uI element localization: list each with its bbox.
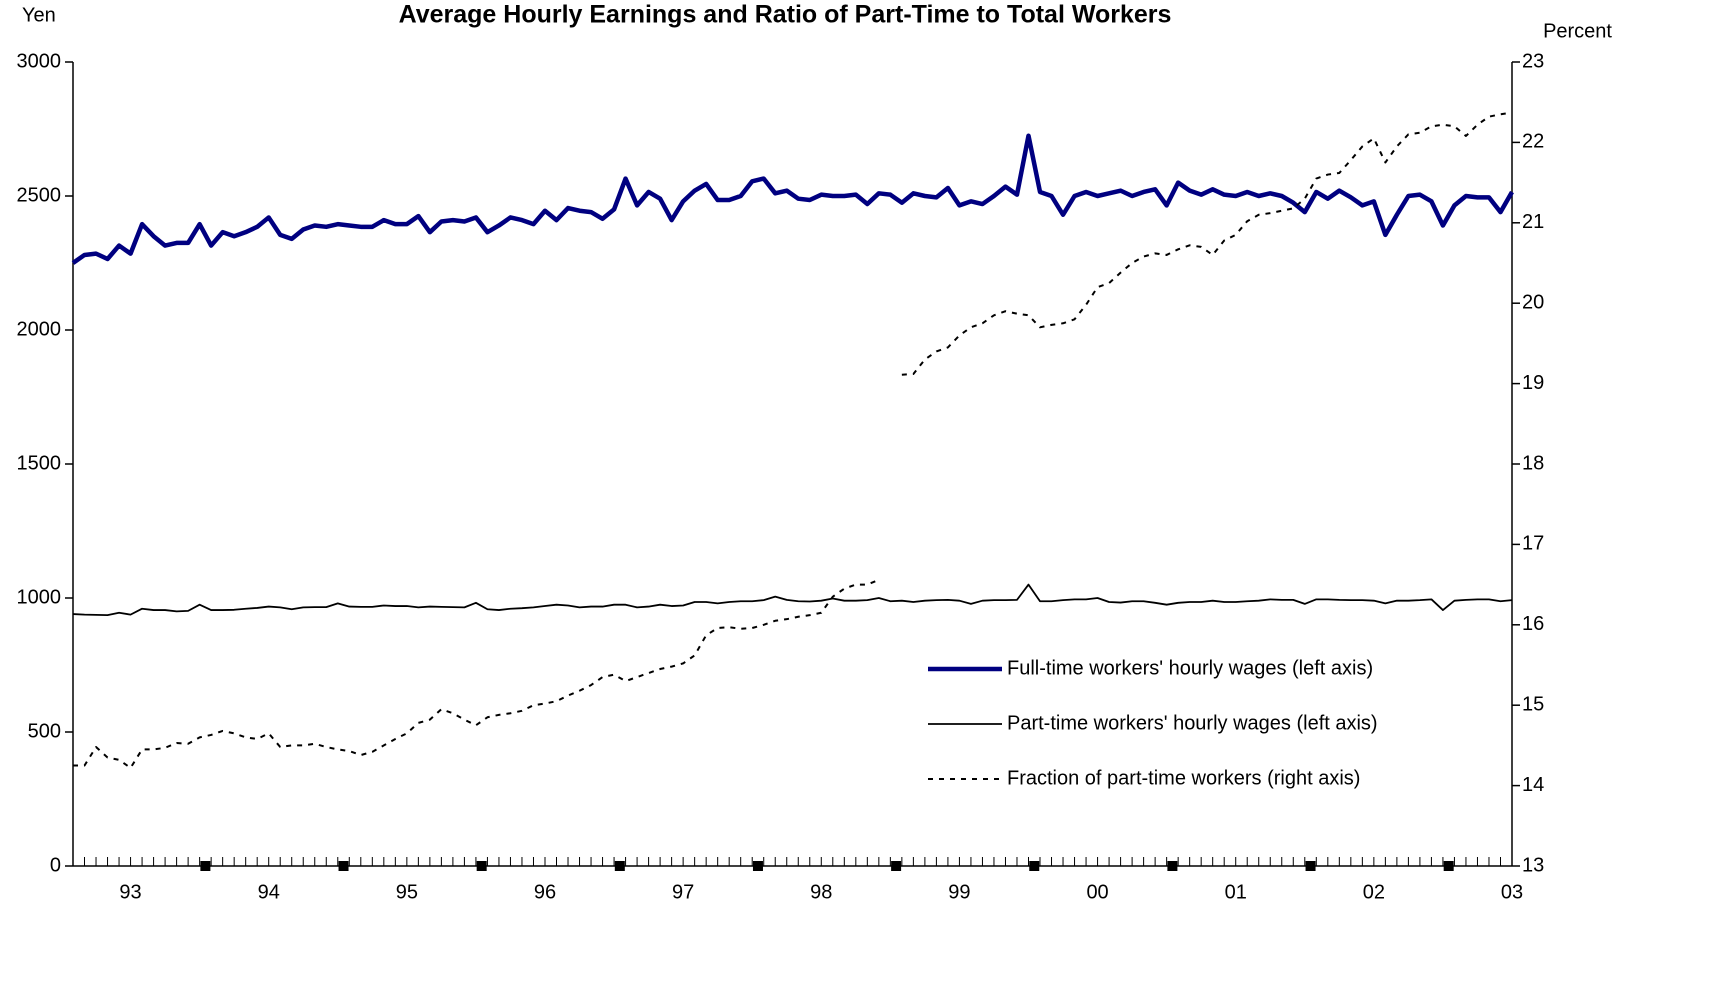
y2-tick-label: 15 — [1522, 693, 1544, 715]
x-tick-label: 93 — [119, 881, 141, 903]
y2-axis-label: Percent — [1543, 20, 1612, 42]
y2-tick-label: 16 — [1522, 613, 1544, 635]
x-major-tick — [338, 861, 349, 871]
x-tick-label: 96 — [534, 881, 556, 903]
y-axis-label: Yen — [22, 4, 56, 26]
y2-tick-label: 22 — [1522, 131, 1544, 153]
x-major-tick — [1443, 861, 1454, 871]
chart-title: Average Hourly Earnings and Ratio of Par… — [399, 1, 1172, 29]
y2-tick-label: 13 — [1522, 854, 1544, 876]
x-major-tick — [1167, 861, 1178, 871]
y2-tick-label: 21 — [1522, 211, 1544, 233]
y-tick-label: 500 — [28, 720, 61, 742]
x-tick-label: 94 — [258, 881, 280, 903]
y-tick-label: 1000 — [17, 586, 62, 608]
y-tick-label: 1500 — [17, 452, 62, 474]
y-tick-label: 3000 — [17, 50, 62, 72]
x-major-tick — [891, 861, 902, 871]
x-major-tick — [200, 861, 211, 871]
x-tick-label: 00 — [1086, 881, 1108, 903]
x-major-tick — [1305, 861, 1316, 871]
x-tick-label: 01 — [1225, 881, 1247, 903]
series-line — [71, 133, 1514, 265]
y2-tick-label: 17 — [1522, 533, 1544, 555]
series-line — [72, 583, 1513, 617]
legend-label: Fraction of part-time workers (right axi… — [1007, 767, 1360, 789]
x-tick-label: 95 — [396, 881, 418, 903]
series-line — [73, 111, 1513, 769]
y2-tick-label: 23 — [1522, 50, 1544, 72]
x-tick-label: 98 — [810, 881, 832, 903]
x-tick-label: 03 — [1501, 881, 1523, 903]
y-tick-label: 2000 — [17, 318, 62, 340]
x-tick-label: 02 — [1363, 881, 1385, 903]
y2-tick-label: 14 — [1522, 774, 1544, 796]
legend-label: Part-time workers' hourly wages (left ax… — [1007, 712, 1378, 734]
y-tick-label: 0 — [50, 854, 61, 876]
x-major-tick — [614, 861, 625, 871]
x-major-tick — [476, 861, 487, 871]
x-tick-label: 99 — [948, 881, 970, 903]
x-tick-label: 97 — [672, 881, 694, 903]
y2-tick-label: 19 — [1522, 372, 1544, 394]
y2-tick-label: 18 — [1522, 452, 1544, 474]
x-major-tick — [1029, 861, 1040, 871]
legend-label: Full-time workers' hourly wages (left ax… — [1007, 657, 1373, 679]
y-tick-label: 2500 — [17, 184, 62, 206]
x-major-tick — [752, 861, 763, 871]
y2-tick-label: 20 — [1522, 291, 1544, 313]
